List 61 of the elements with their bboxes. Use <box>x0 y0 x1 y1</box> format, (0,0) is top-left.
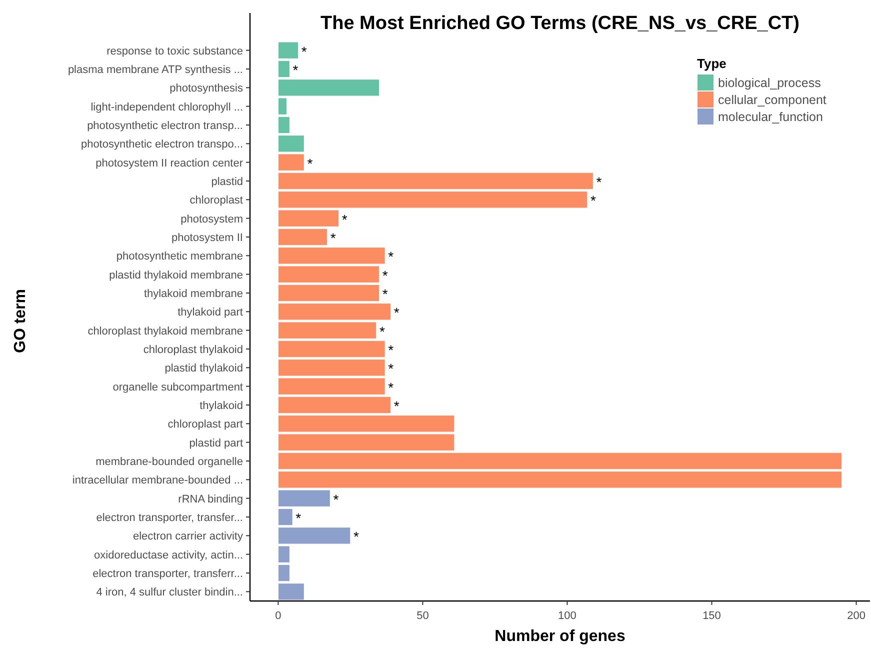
y-tick-label: chloroplast thylakoid membrane <box>88 325 243 338</box>
y-tick-label: organelle subcompartment <box>112 381 243 394</box>
text: * <box>292 62 298 78</box>
text: * <box>379 323 385 340</box>
text: * <box>333 491 339 508</box>
text: * <box>296 510 302 526</box>
y-tick-label: photosynthesis <box>170 82 244 95</box>
y-tick-label: plastid thylakoid <box>164 362 243 375</box>
text: * <box>382 286 388 302</box>
text: * <box>342 211 348 228</box>
y-tick-label: plastid thylakoid membrane <box>109 269 243 282</box>
y-tick-label: chloroplast <box>190 194 243 207</box>
legend-title: Type <box>697 56 726 71</box>
y-axis-title: GO term <box>12 288 29 354</box>
text: * <box>388 248 394 265</box>
y-tick-label: plastid <box>211 176 243 188</box>
y-tick-label: photosystem <box>180 213 243 226</box>
x-axis-title: Number of genes <box>494 628 626 645</box>
text: * <box>394 398 400 414</box>
y-tick-label: chloroplast part <box>168 418 243 431</box>
y-tick-label: membrane-bounded organelle <box>96 456 243 468</box>
y-tick-label: electron transporter, transferr... <box>92 568 243 580</box>
legend-label: biological_process <box>718 76 821 90</box>
y-tick-label: photosynthetic electron transp... <box>87 120 243 132</box>
y-tick-label: photosystem II <box>171 232 243 244</box>
y-tick-label: photosynthetic membrane <box>116 250 243 263</box>
y-tick-label: oxidoreductase activity, actin... <box>94 549 243 562</box>
y-tick-label: chloroplast thylakoid <box>143 344 243 356</box>
text: * <box>307 155 313 172</box>
text: * <box>388 342 394 358</box>
y-tick-label: photosystem II reaction center <box>96 157 244 170</box>
y-tick-label: plasma membrane ATP synthesis ... <box>68 64 243 76</box>
text: * <box>394 304 400 321</box>
y-tick-label: thylakoid membrane <box>144 288 243 300</box>
legend-label: molecular_function <box>718 110 823 124</box>
y-tick-label: thylakoid part <box>178 306 243 319</box>
x-tick-label: 100 <box>558 610 576 622</box>
text: * <box>301 43 307 60</box>
y-tick-label: electron transporter, transfer... <box>96 512 243 524</box>
x-tick-label: 50 <box>416 610 429 622</box>
text: * <box>388 360 394 377</box>
y-tick-label: light-independent chlorophyll ... <box>90 101 243 114</box>
y-tick-label: photosynthetic electron transpo... <box>80 138 243 151</box>
y-tick-label: thylakoid <box>200 400 243 412</box>
text: * <box>596 174 602 190</box>
x-tick-label: 150 <box>702 610 721 622</box>
y-tick-label: response to toxic substance <box>106 45 243 58</box>
text: * <box>330 230 336 246</box>
legend-label: cellular_component <box>718 93 827 107</box>
y-tick-label: intracellular membrane-bounded ... <box>72 474 243 487</box>
chart-title: The Most Enriched GO Terms (CRE_NS_vs_CRE_CT) <box>320 13 800 34</box>
y-tick-label: electron carrier activity <box>132 530 244 543</box>
y-tick-label: plastid part <box>189 437 243 450</box>
text: * <box>388 379 394 396</box>
y-tick-label: rRNA binding <box>178 493 243 506</box>
x-tick-label: 200 <box>847 610 866 622</box>
text: * <box>353 528 359 545</box>
text: * <box>590 192 596 209</box>
text: * <box>382 267 388 284</box>
y-tick-label: 4 iron, 4 sulfur cluster bindin... <box>96 586 243 599</box>
x-tick-label: 0 <box>275 610 282 622</box>
